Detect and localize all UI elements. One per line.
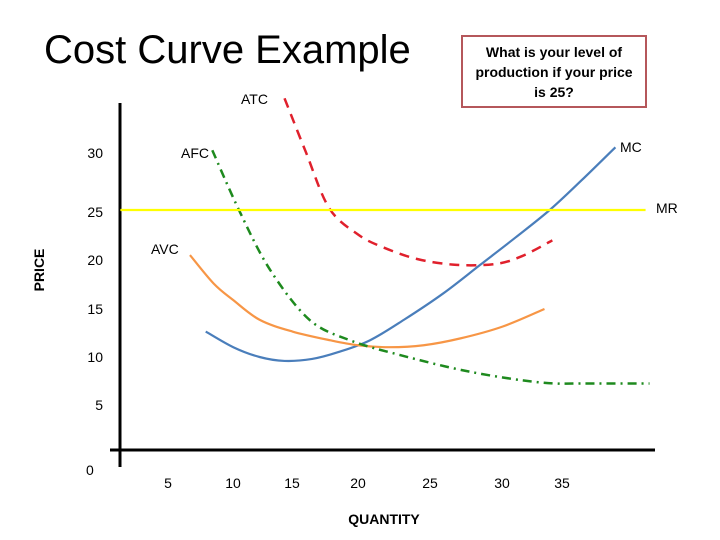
series-label-mc: MC [620, 139, 642, 155]
y-tick-label: 15 [87, 301, 103, 317]
x-tick-label: 20 [350, 475, 366, 491]
slide-title: Cost Curve Example [44, 28, 411, 72]
y-tick-label: 25 [87, 204, 103, 220]
question-box: What is your level of production if your… [461, 35, 647, 108]
curve-afc [211, 149, 650, 385]
y-axis-label: PRICE [31, 249, 47, 292]
question-text: What is your level of production if your… [475, 43, 633, 100]
curve-avc [189, 254, 545, 349]
x-tick-label: 35 [554, 475, 570, 491]
x-tick-label: 25 [422, 475, 438, 491]
series-label-mr: MR [656, 200, 678, 216]
x-tick-label: 30 [494, 475, 510, 491]
series-label-atc: ATC [241, 91, 268, 107]
curve-mc [205, 146, 617, 363]
series-label-avc: AVC [151, 241, 179, 257]
y-tick-label: 30 [87, 145, 103, 161]
origin-label: 0 [86, 462, 94, 478]
x-tick-label: 10 [225, 475, 241, 491]
curve-atc [283, 97, 553, 267]
y-tick-label: 10 [87, 349, 103, 365]
series-label-afc: AFC [181, 145, 209, 161]
x-axis-label: QUANTITY [348, 511, 420, 527]
y-tick-label: 20 [87, 252, 103, 268]
y-tick-label: 5 [95, 397, 103, 413]
x-tick-label: 5 [164, 475, 172, 491]
x-tick-label: 15 [284, 475, 300, 491]
